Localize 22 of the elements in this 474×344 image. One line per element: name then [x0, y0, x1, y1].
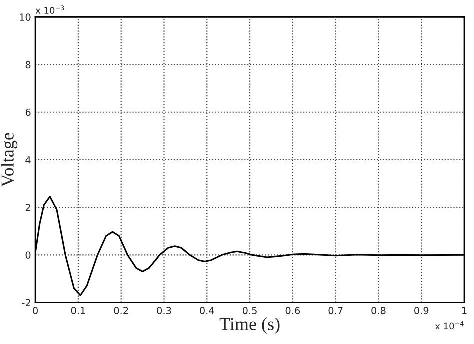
y-tick-label: 6 — [26, 108, 31, 116]
x-axis-title: Time (s) — [220, 318, 280, 334]
y-tick-label: 0 — [26, 252, 31, 259]
text: x 10$^{−3}$ — [36, 6, 64, 14]
y-tick-label: 8 — [26, 61, 31, 69]
y-tick-label: 2 — [26, 204, 30, 212]
y-tick-label: 10 — [20, 14, 31, 22]
y-axis-title: Voltage — [1, 133, 18, 188]
x-tick-label: 0.9 — [414, 307, 429, 314]
x-tick-label: 0.8 — [372, 307, 386, 314]
x-tick-label: 0.4 — [200, 307, 214, 314]
x-tick-label: 0.5 — [242, 307, 257, 314]
x-tick-label: 0.1 — [71, 307, 86, 314]
x-tick-label: 0.2 — [114, 307, 128, 314]
y-tick-label: -2 — [22, 299, 30, 306]
text: x 10$^{−4}$ — [435, 321, 464, 330]
x-tick-label: 0 — [33, 307, 38, 314]
x-tick-label: 0.3 — [157, 307, 172, 314]
y-tick-label: 4 — [26, 156, 31, 164]
x-tick-label: 0.7 — [328, 307, 343, 314]
x-tick-label: 1 — [462, 307, 467, 314]
x-tick-label: 0.6 — [286, 307, 300, 314]
